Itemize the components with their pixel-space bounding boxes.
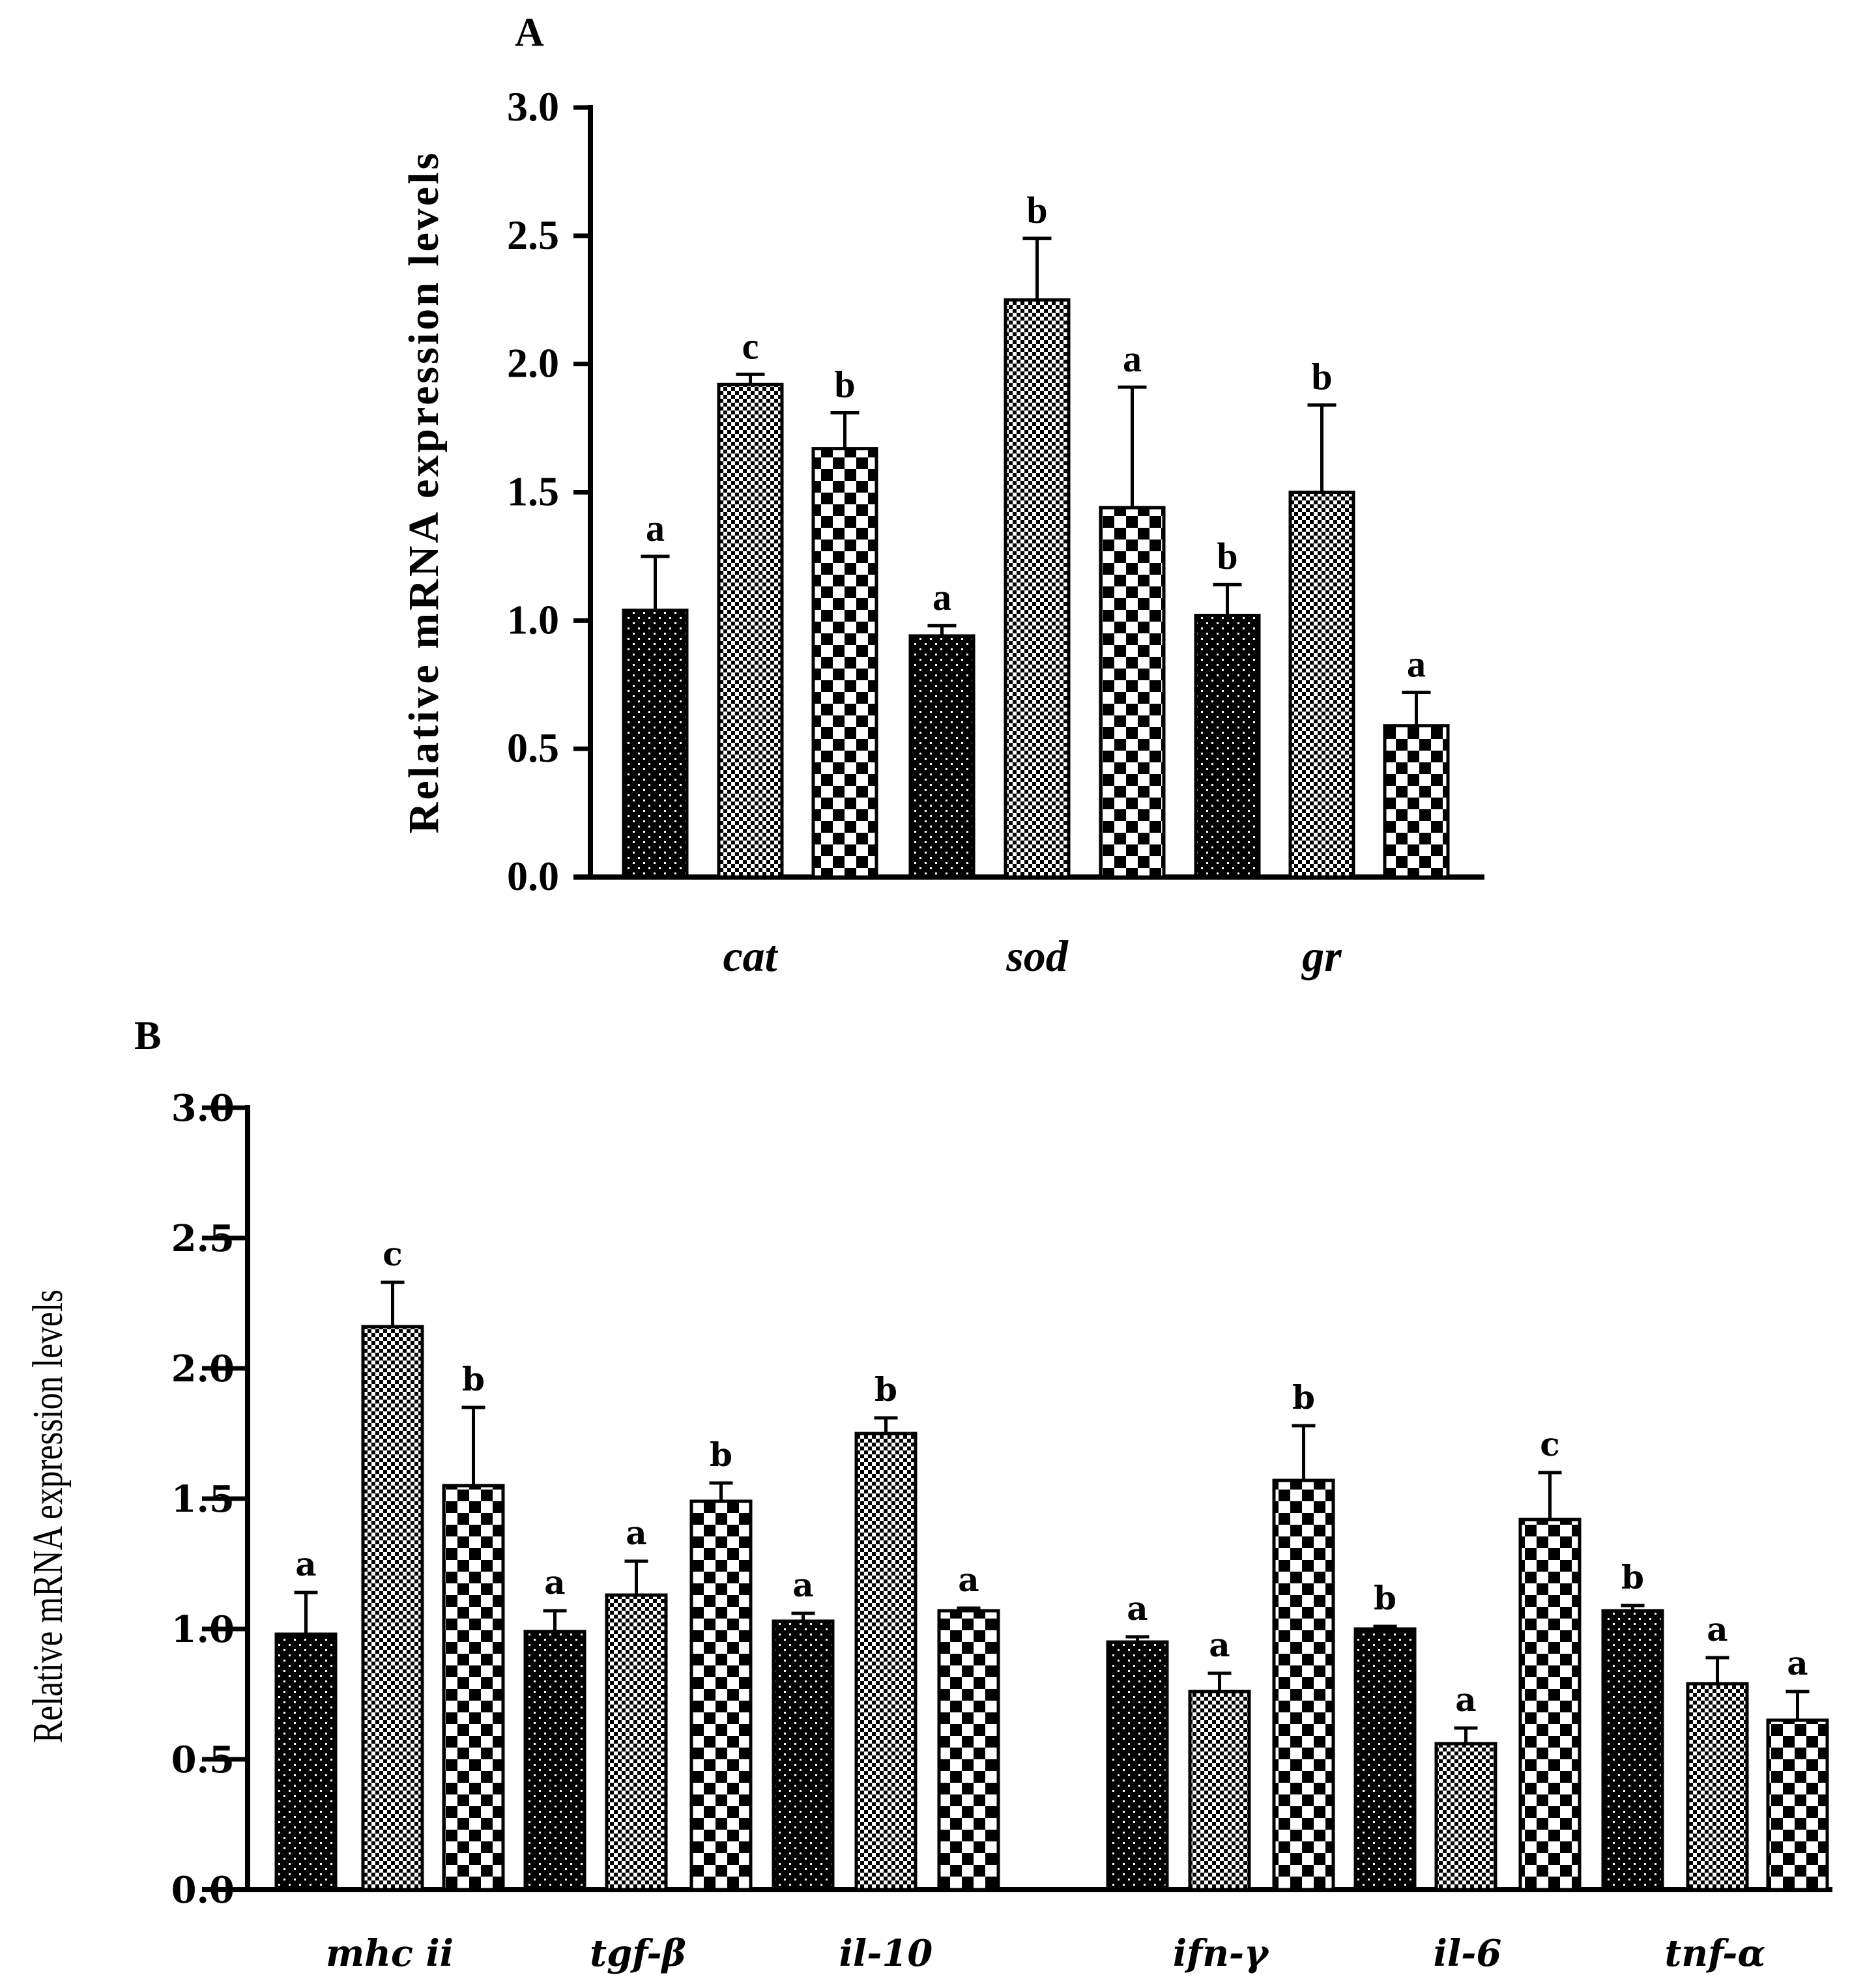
- panel-a-significance-letter: b: [1311, 356, 1332, 398]
- panel-a-significance-letter: b: [834, 363, 855, 405]
- panel-b-significance-letter: a: [1707, 1610, 1728, 1649]
- panel-a-bar: [717, 382, 784, 879]
- panel-b-significance-letter: a: [295, 1545, 316, 1583]
- panel-b-y-tick-label: 1.5: [171, 1478, 235, 1521]
- panel-b-significance-letter: a: [544, 1563, 565, 1602]
- panel-a-significance-letter: b: [1026, 189, 1047, 231]
- panel-b-bar: [274, 1632, 338, 1892]
- panel-b-category-label: il-6: [1434, 1932, 1502, 1975]
- panel-b-significance-letter: a: [958, 1561, 979, 1599]
- panel-b-y-tick-label: 2.5: [171, 1217, 235, 1260]
- panel-b-significance-letter: b: [1374, 1579, 1396, 1617]
- panel-a-category-label: sod: [1005, 931, 1068, 981]
- panel-a-significance-letter: a: [932, 576, 951, 618]
- panel-a-y-tick-label: 2.5: [507, 212, 559, 258]
- panel-a-bar: [908, 634, 976, 879]
- panel-a-significance-letter: b: [1217, 535, 1237, 577]
- panel-b-category-label: ifn-γ: [1173, 1932, 1270, 1975]
- panel-b-bar: [1188, 1690, 1251, 1892]
- panel-a-category-label: gr: [1301, 931, 1342, 981]
- panel-a-significance-letter: a: [646, 507, 665, 549]
- panel-b-bar: [1106, 1640, 1169, 1892]
- panel-b-y-tick-label: 3.0: [171, 1087, 235, 1130]
- panel-b-significance-letter: c: [1540, 1425, 1559, 1463]
- panel-b-bar: [442, 1484, 505, 1892]
- panel-a-significance-letter: a: [1407, 643, 1426, 685]
- panel-b-significance-letter: b: [462, 1360, 485, 1398]
- panel-b-bar: [1434, 1742, 1497, 1892]
- panel-b-significance-letter: a: [1127, 1589, 1148, 1628]
- panel-b-category-label: il-10: [839, 1932, 933, 1975]
- panel-b-bar: [361, 1325, 424, 1892]
- panel-b-significance-letter: b: [1621, 1558, 1644, 1596]
- panel-b-category-label: tnf-α: [1664, 1932, 1765, 1975]
- panel-b-category-label: mhc ii: [326, 1932, 454, 1975]
- panel-b-significance-letter: a: [1787, 1644, 1808, 1682]
- panel-a-bar: [622, 609, 689, 879]
- panel-b-bar: [1766, 1718, 1829, 1892]
- panel-b-y-tick-label: 0.5: [171, 1738, 235, 1781]
- panel-b-bar: [1686, 1682, 1749, 1892]
- panel-a-y-tick-label: 0.5: [507, 725, 559, 771]
- panel-b-significance-letter: b: [710, 1435, 732, 1474]
- panel-b-bar: [772, 1619, 835, 1892]
- panel-b-bar: [854, 1432, 918, 1892]
- panel-a-bar: [811, 447, 878, 879]
- panel-a-y-axis-title: Relative mRNA expression levels: [400, 151, 448, 833]
- panel-b-y-axis-title: Relative mRNA expression levels: [23, 1289, 72, 1743]
- panel-a-label: A: [515, 10, 544, 55]
- panel-b-bar: [1272, 1478, 1335, 1892]
- panel-b-y-tick-label: 2.0: [171, 1347, 235, 1390]
- panel-a-significance-letter: c: [742, 324, 759, 367]
- panel-a-significance-letter: a: [1123, 338, 1142, 380]
- panel-a-plot: 0.0 0.5 1.0 1.5 2.0 2.5 3.0 a c b cat a b a sod b b a gr: [507, 83, 1484, 981]
- panel-a-y-tick-label: 0.0: [507, 853, 559, 899]
- panel-b-bar: [605, 1593, 668, 1892]
- panel-a-bar: [1383, 724, 1450, 879]
- panel-b-category-label: tgf-β: [590, 1932, 686, 1975]
- panel-b-bar: [1601, 1609, 1664, 1892]
- panel-b-label: B: [134, 1014, 161, 1058]
- panel-a-bar: [1004, 298, 1071, 879]
- panel-b-significance-letter: b: [875, 1370, 897, 1409]
- panel-a-bar: [1099, 506, 1166, 879]
- panel-a-bar: [1288, 491, 1355, 879]
- panel-b-y-tick-label: 1.0: [171, 1608, 235, 1651]
- panel-b-significance-letter: a: [1455, 1680, 1476, 1719]
- panel-a-category-label: cat: [723, 931, 778, 981]
- panel-b-bar: [937, 1609, 1000, 1892]
- panel-b-bar: [689, 1499, 753, 1892]
- panel-b-significance-letter: a: [626, 1514, 646, 1552]
- panel-b-significance-letter: c: [383, 1235, 402, 1273]
- panel-b-plot: 0.0 0.5 1.0 1.5 2.0 2.5 3.0 a c b mhc ii a a b tgf-β a b…: [171, 1087, 1832, 1975]
- panel-a-y-tick-label: 2.0: [507, 340, 559, 386]
- panel-a-bar: [1194, 613, 1261, 879]
- panel-a-y-tick-label: 3.0: [507, 83, 559, 130]
- panel-a-y-tick-label: 1.0: [507, 596, 559, 642]
- panel-a-y-tick-label: 1.5: [507, 468, 559, 515]
- panel-b-bar: [523, 1630, 586, 1892]
- panel-b-significance-letter: a: [1209, 1626, 1230, 1664]
- panel-b-y-tick-label: 0.0: [171, 1869, 235, 1912]
- panel-b-bar: [1353, 1627, 1417, 1892]
- panel-b-significance-letter: b: [1292, 1378, 1315, 1417]
- panel-b-bar: [1518, 1518, 1582, 1892]
- panel-b-significance-letter: a: [792, 1566, 813, 1604]
